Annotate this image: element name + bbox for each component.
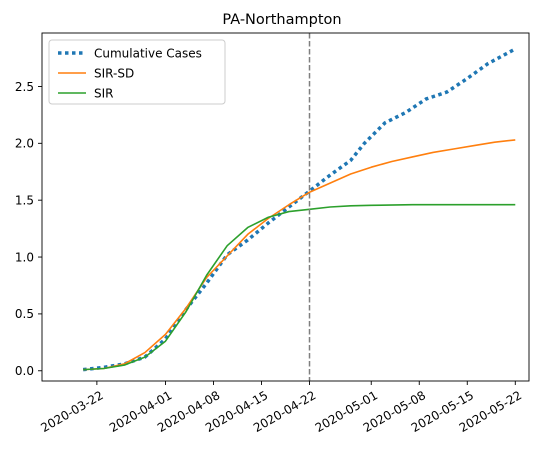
series-line-sir-sd	[83, 139, 516, 371]
chart-title: PA-Northampton	[222, 12, 341, 28]
series-line-sir	[83, 203, 516, 371]
legend-label: SIR	[94, 86, 114, 100]
y-tick-label: 2.5	[15, 80, 34, 94]
y-tick-label: 0.0	[15, 364, 34, 378]
legend-label: SIR-SD	[94, 66, 134, 80]
y-tick-label: 1.0	[15, 250, 34, 264]
legend-box	[48, 39, 226, 105]
series-line-cumulative-cases	[82, 47, 517, 372]
x-tick-label: 2020-03-22	[38, 388, 105, 435]
y-tick-label: 0.5	[15, 307, 34, 321]
legend-label: Cumulative Cases	[94, 46, 202, 60]
plot-frame	[41, 32, 530, 382]
y-tick-label: 1.5	[15, 193, 34, 207]
y-tick-label: 2.0	[15, 137, 34, 151]
